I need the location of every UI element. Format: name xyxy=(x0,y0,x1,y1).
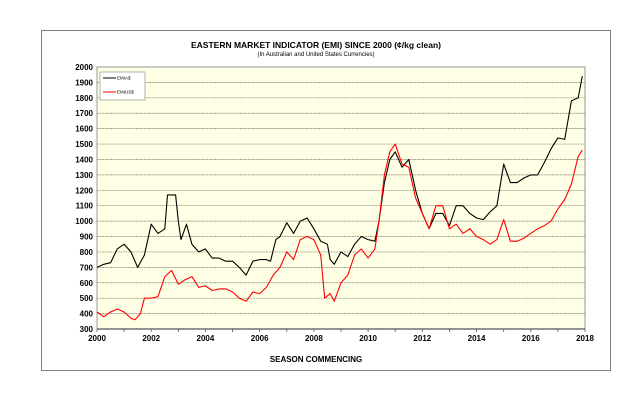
y-tick-label: 1000 xyxy=(75,217,93,226)
y-tick-label: 1100 xyxy=(76,202,94,211)
y-tick-label: 1500 xyxy=(75,140,93,149)
legend-label-emia: EMIA$ xyxy=(117,76,131,81)
x-tick-label: 2018 xyxy=(576,334,594,343)
legend: EMIA$ EMIUS$ xyxy=(99,71,146,101)
x-axis-label: SEASON COMMENCING xyxy=(270,355,362,364)
y-tick-label: 500 xyxy=(80,294,94,303)
x-tick-label: 2002 xyxy=(142,334,160,343)
y-tick-label: 900 xyxy=(80,233,94,242)
plot-area xyxy=(96,66,586,330)
y-tick-label: 700 xyxy=(80,263,94,272)
x-tick-label: 2016 xyxy=(522,334,540,343)
x-tick-label: 2010 xyxy=(359,334,377,343)
chart-title: EASTERN MARKET INDICATOR (EMI) SINCE 200… xyxy=(191,40,441,50)
y-tick-label: 1900 xyxy=(75,78,93,87)
y-tick-label: 2000 xyxy=(75,63,93,72)
y-tick-label: 600 xyxy=(80,279,94,288)
legend-label-emius: EMIUS$ xyxy=(117,90,134,95)
y-tick-label: 800 xyxy=(80,248,94,257)
y-tick-label: 1200 xyxy=(75,186,93,195)
y-tick-label: 1400 xyxy=(75,155,93,164)
y-tick-label: 1800 xyxy=(75,94,93,103)
x-tick-label: 2006 xyxy=(251,334,269,343)
y-tick-label: 300 xyxy=(80,325,94,334)
x-tick-label: 2008 xyxy=(305,334,323,343)
chart-frame xyxy=(41,30,611,371)
x-tick-label: 2004 xyxy=(197,334,215,343)
chart-subtitle: (In Australian and United States Currenc… xyxy=(257,52,374,58)
x-tick-label: 2000 xyxy=(88,334,106,343)
y-tick-label: 400 xyxy=(80,310,94,319)
y-tick-label: 1700 xyxy=(75,109,93,118)
y-tick-label: 1600 xyxy=(75,125,93,134)
x-tick-label: 2012 xyxy=(413,334,431,343)
x-tick-label: 2014 xyxy=(468,334,486,343)
y-tick-label: 1300 xyxy=(75,171,93,180)
series-line-emius xyxy=(96,143,583,321)
series-line-emia xyxy=(96,76,583,276)
